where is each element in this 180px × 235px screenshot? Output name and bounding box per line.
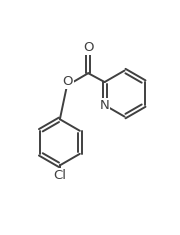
Text: O: O [83, 41, 93, 54]
Text: Cl: Cl [53, 168, 66, 182]
Text: O: O [63, 75, 73, 88]
Text: N: N [100, 99, 109, 112]
